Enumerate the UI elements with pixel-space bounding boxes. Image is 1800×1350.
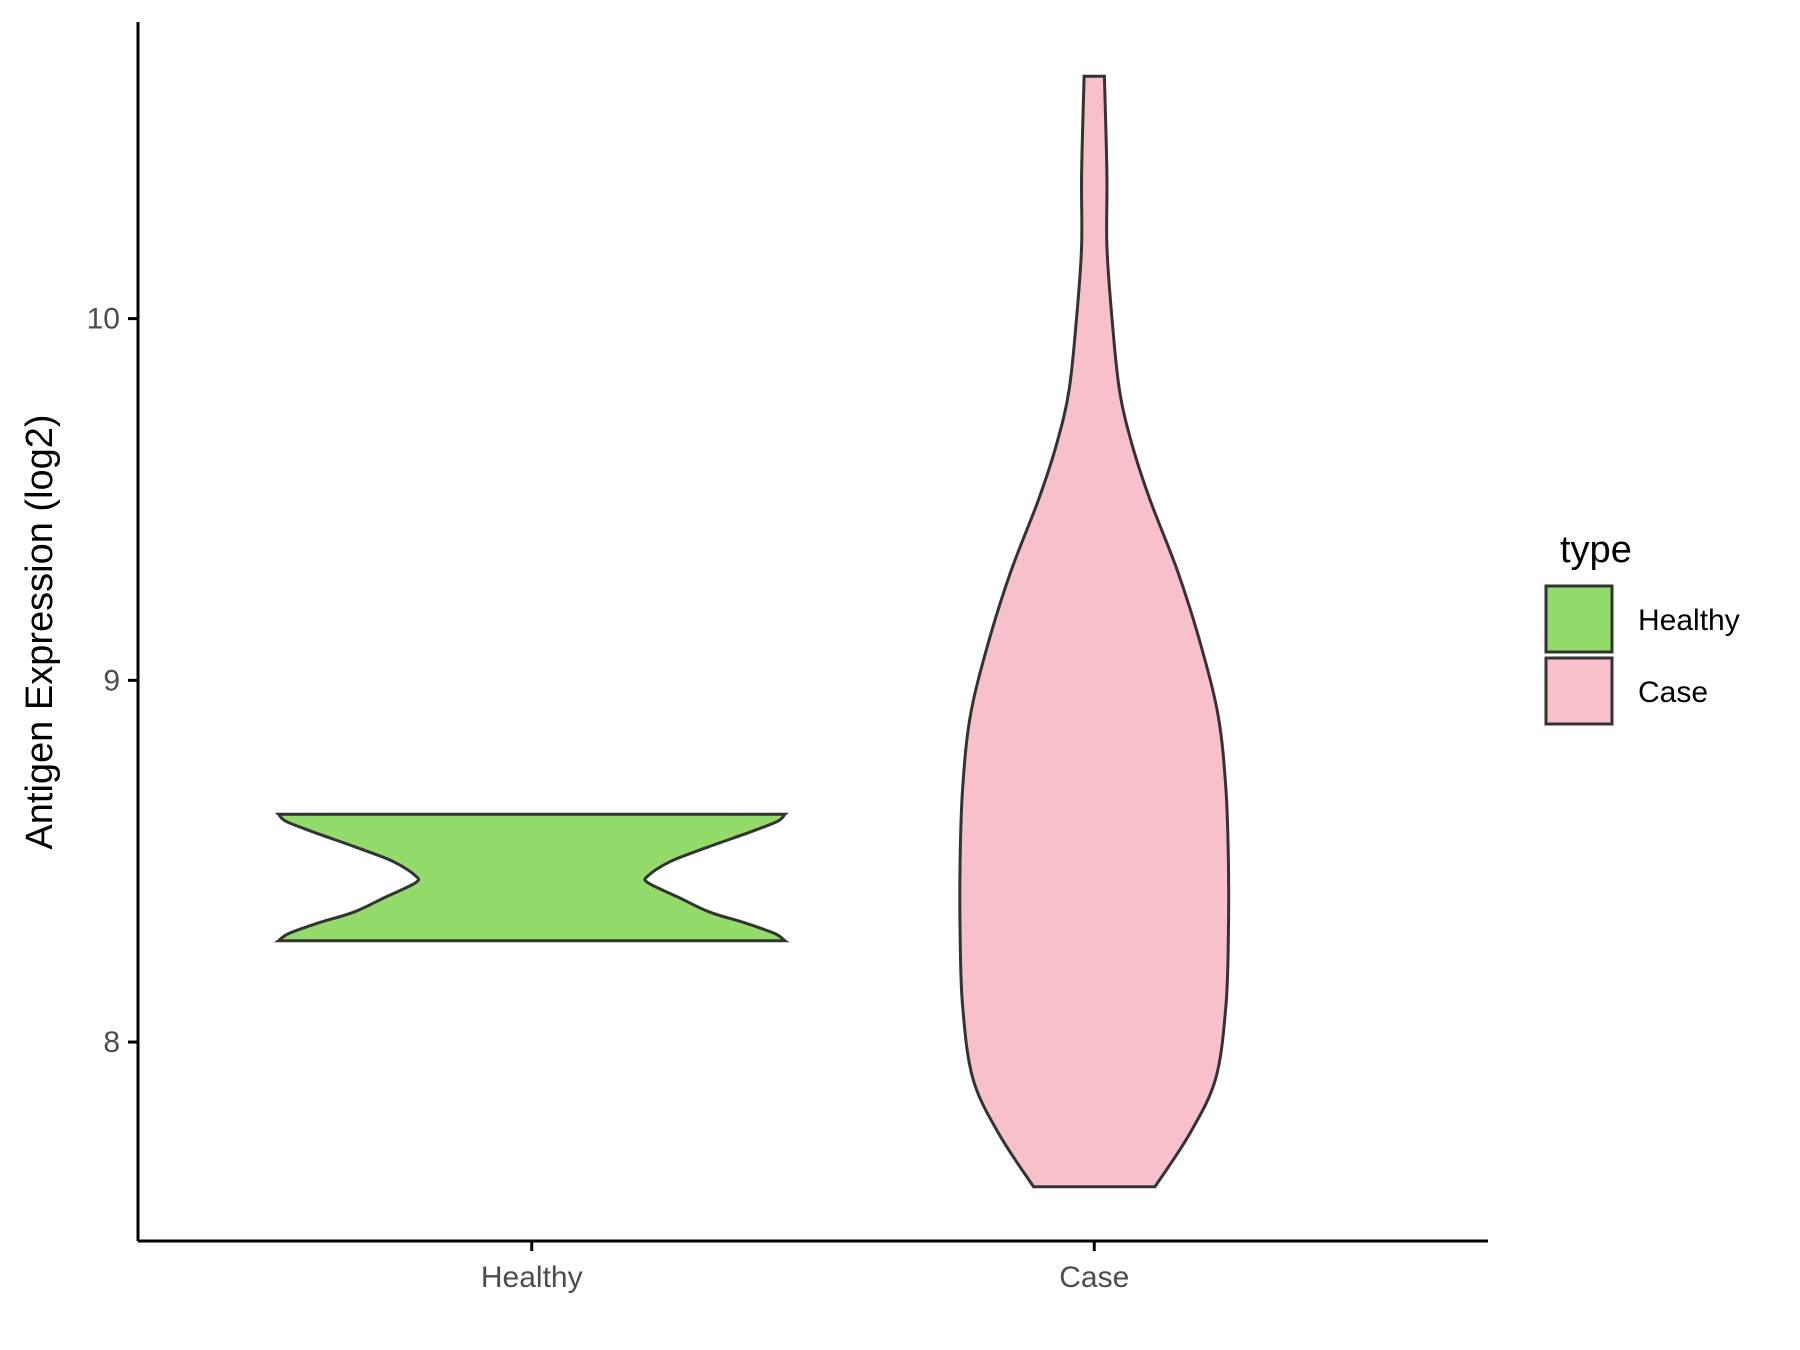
y-tick-label: 9	[103, 664, 120, 697]
violin-healthy	[273, 812, 790, 943]
legend-key-case	[1544, 656, 1614, 726]
x-ticks: Healthy Case	[481, 1241, 1129, 1294]
violins-layer	[273, 74, 1231, 1189]
legend-title: type	[1560, 529, 1632, 571]
y-tick-label: 8	[103, 1026, 120, 1059]
legend: type Healthy Case	[1544, 529, 1740, 726]
legend-key-healthy	[1544, 584, 1614, 654]
violin-case	[958, 74, 1231, 1189]
y-ticks: 8 9 10	[87, 303, 138, 1059]
legend-label-healthy: Healthy	[1638, 604, 1740, 637]
legend-label-case: Case	[1638, 676, 1708, 709]
x-tick-label: Healthy	[481, 1261, 583, 1294]
axes-layer	[136, 22, 1488, 1243]
y-axis-title: Antigen Expression (log2)	[19, 414, 61, 849]
x-tick-label: Case	[1059, 1261, 1129, 1294]
y-tick-label: 10	[87, 303, 120, 336]
